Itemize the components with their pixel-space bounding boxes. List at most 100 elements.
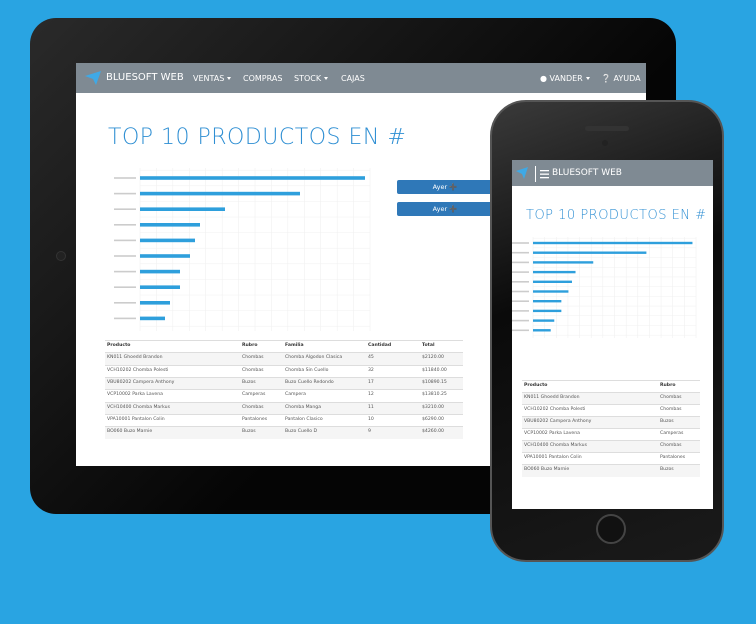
- bar: [533, 319, 555, 322]
- phone-speaker: [585, 126, 629, 131]
- table-row: [522, 392, 700, 405]
- category-label: [512, 242, 529, 244]
- category-label: [512, 300, 529, 302]
- bar: [140, 254, 190, 258]
- user-label: VANDER: [549, 74, 583, 83]
- bar: [140, 238, 195, 243]
- column-header: Rubro: [660, 383, 676, 388]
- phone-camera: [602, 140, 608, 146]
- table-row: [105, 426, 463, 440]
- table-row: [105, 389, 463, 403]
- category-label: [114, 208, 136, 210]
- category-label: [512, 319, 529, 322]
- table-row: [522, 464, 700, 477]
- category-label: [114, 239, 136, 242]
- bar: [533, 329, 551, 332]
- category-label: [114, 255, 136, 257]
- table-cell: Chombas: [660, 443, 682, 448]
- table-cell: 9: [368, 429, 371, 435]
- table-row: [522, 428, 700, 441]
- help[interactable]: ❔ AYUDA: [601, 74, 641, 83]
- table-row: [522, 416, 700, 429]
- bar: [140, 269, 180, 274]
- button-label: Ayer: [432, 183, 448, 191]
- menu-item[interactable]: COMPRAS: [243, 74, 283, 83]
- category-label: [512, 329, 529, 332]
- table-cell: VCP10002 Parka Lavena: [524, 431, 580, 436]
- table-cell: Buzo Cuello Redondo: [285, 379, 334, 385]
- table: Producto Rubro Familia Cantidad Total KN011 G…: [105, 340, 463, 440]
- tablet-camera: [56, 251, 66, 261]
- table-cell: Camperas: [242, 392, 266, 398]
- table-cell: VPA10001 Pantalon Colin: [524, 455, 582, 460]
- chart: [114, 168, 371, 331]
- table-cell: BO060 Buzo Marnie: [107, 429, 153, 435]
- category-label: [114, 192, 136, 195]
- table-cell: Chombas: [660, 407, 682, 412]
- table-cell: $4260.00: [422, 429, 444, 435]
- bar: [533, 261, 594, 264]
- help-label: AYUDA: [613, 74, 641, 83]
- button[interactable]: Ayer ➕: [397, 202, 493, 216]
- table-cell: $10890.15: [422, 379, 447, 385]
- table-cell: VBU80202 Campera Anthony: [524, 419, 592, 424]
- bar: [140, 191, 300, 196]
- table-cell: 11: [368, 404, 374, 410]
- table-cell: 32: [368, 367, 374, 373]
- bar: [533, 270, 576, 274]
- table-cell: Pantalon Clasico: [285, 416, 323, 422]
- table-cell: VCP10002 Parka Lavena: [107, 392, 163, 398]
- table-row: [105, 376, 463, 391]
- table-cell: $2120.00: [422, 355, 444, 361]
- table-cell: VCH10400 Chomba Markus: [524, 443, 587, 448]
- table-cell: Campera: [285, 392, 306, 398]
- phone-screen: BLUESOFT WEB TOP 10 PRODUCTOS EN # Produ…: [512, 160, 713, 509]
- menu-label: VENTAS: [193, 74, 225, 83]
- bar: [140, 301, 170, 305]
- table-cell: 10: [368, 416, 374, 422]
- table-cell: KN011 Ghoedd Brandon: [107, 355, 163, 361]
- table-cell: Chombas: [242, 367, 264, 373]
- bar: [140, 285, 180, 289]
- table-cell: $11840.00: [422, 367, 447, 373]
- bar: [533, 300, 562, 303]
- table-cell: $6290.00: [422, 416, 444, 422]
- table-row: [105, 401, 463, 415]
- bar: [533, 290, 569, 293]
- table-cell: Camperas: [660, 431, 684, 436]
- user-menu[interactable]: ● VANDER: [540, 74, 590, 83]
- table-row: [522, 380, 700, 393]
- table-cell: VPA10001 Pantalon Colin: [107, 416, 165, 422]
- category-label: [512, 290, 529, 293]
- table-cell: 12: [368, 392, 374, 398]
- table-cell: Pantalones: [660, 455, 686, 460]
- menu-item[interactable]: STOCK: [294, 74, 329, 83]
- table-row: [105, 413, 463, 428]
- menu-item[interactable]: VENTAS: [193, 74, 232, 83]
- table-cell: VBU80202 Campera Anthony: [107, 379, 175, 385]
- column-header: Producto: [107, 343, 131, 348]
- home-button[interactable]: [596, 514, 626, 544]
- table-cell: Chomba Manga: [285, 404, 322, 410]
- table-cell: Buzos: [242, 379, 256, 385]
- table-row: [522, 440, 700, 453]
- table-cell: VCH10400 Chomba Markus: [107, 404, 170, 410]
- logo-menu: [516, 166, 549, 182]
- table-cell: Buzos: [242, 429, 256, 435]
- table-cell: 17: [368, 379, 374, 385]
- navbar: BLUESOFT WEB VENTAS COMPRAS STOCK CAJAS …: [76, 63, 646, 93]
- table-row: [105, 364, 463, 378]
- category-label: [114, 286, 136, 288]
- category-label: [114, 177, 136, 179]
- bar: [533, 251, 647, 254]
- category-label: [114, 317, 136, 320]
- navbar: BLUESOFT WEB: [512, 160, 713, 186]
- table-cell: $13810.25: [422, 392, 447, 398]
- bar: [533, 280, 572, 283]
- button[interactable]: Ayer ➕: [397, 180, 493, 194]
- column-header: Total: [422, 343, 435, 348]
- menu-item[interactable]: CAJAS: [341, 74, 365, 83]
- table-row: [522, 452, 700, 465]
- table-cell: Chomba Algodon Clasica: [285, 355, 343, 361]
